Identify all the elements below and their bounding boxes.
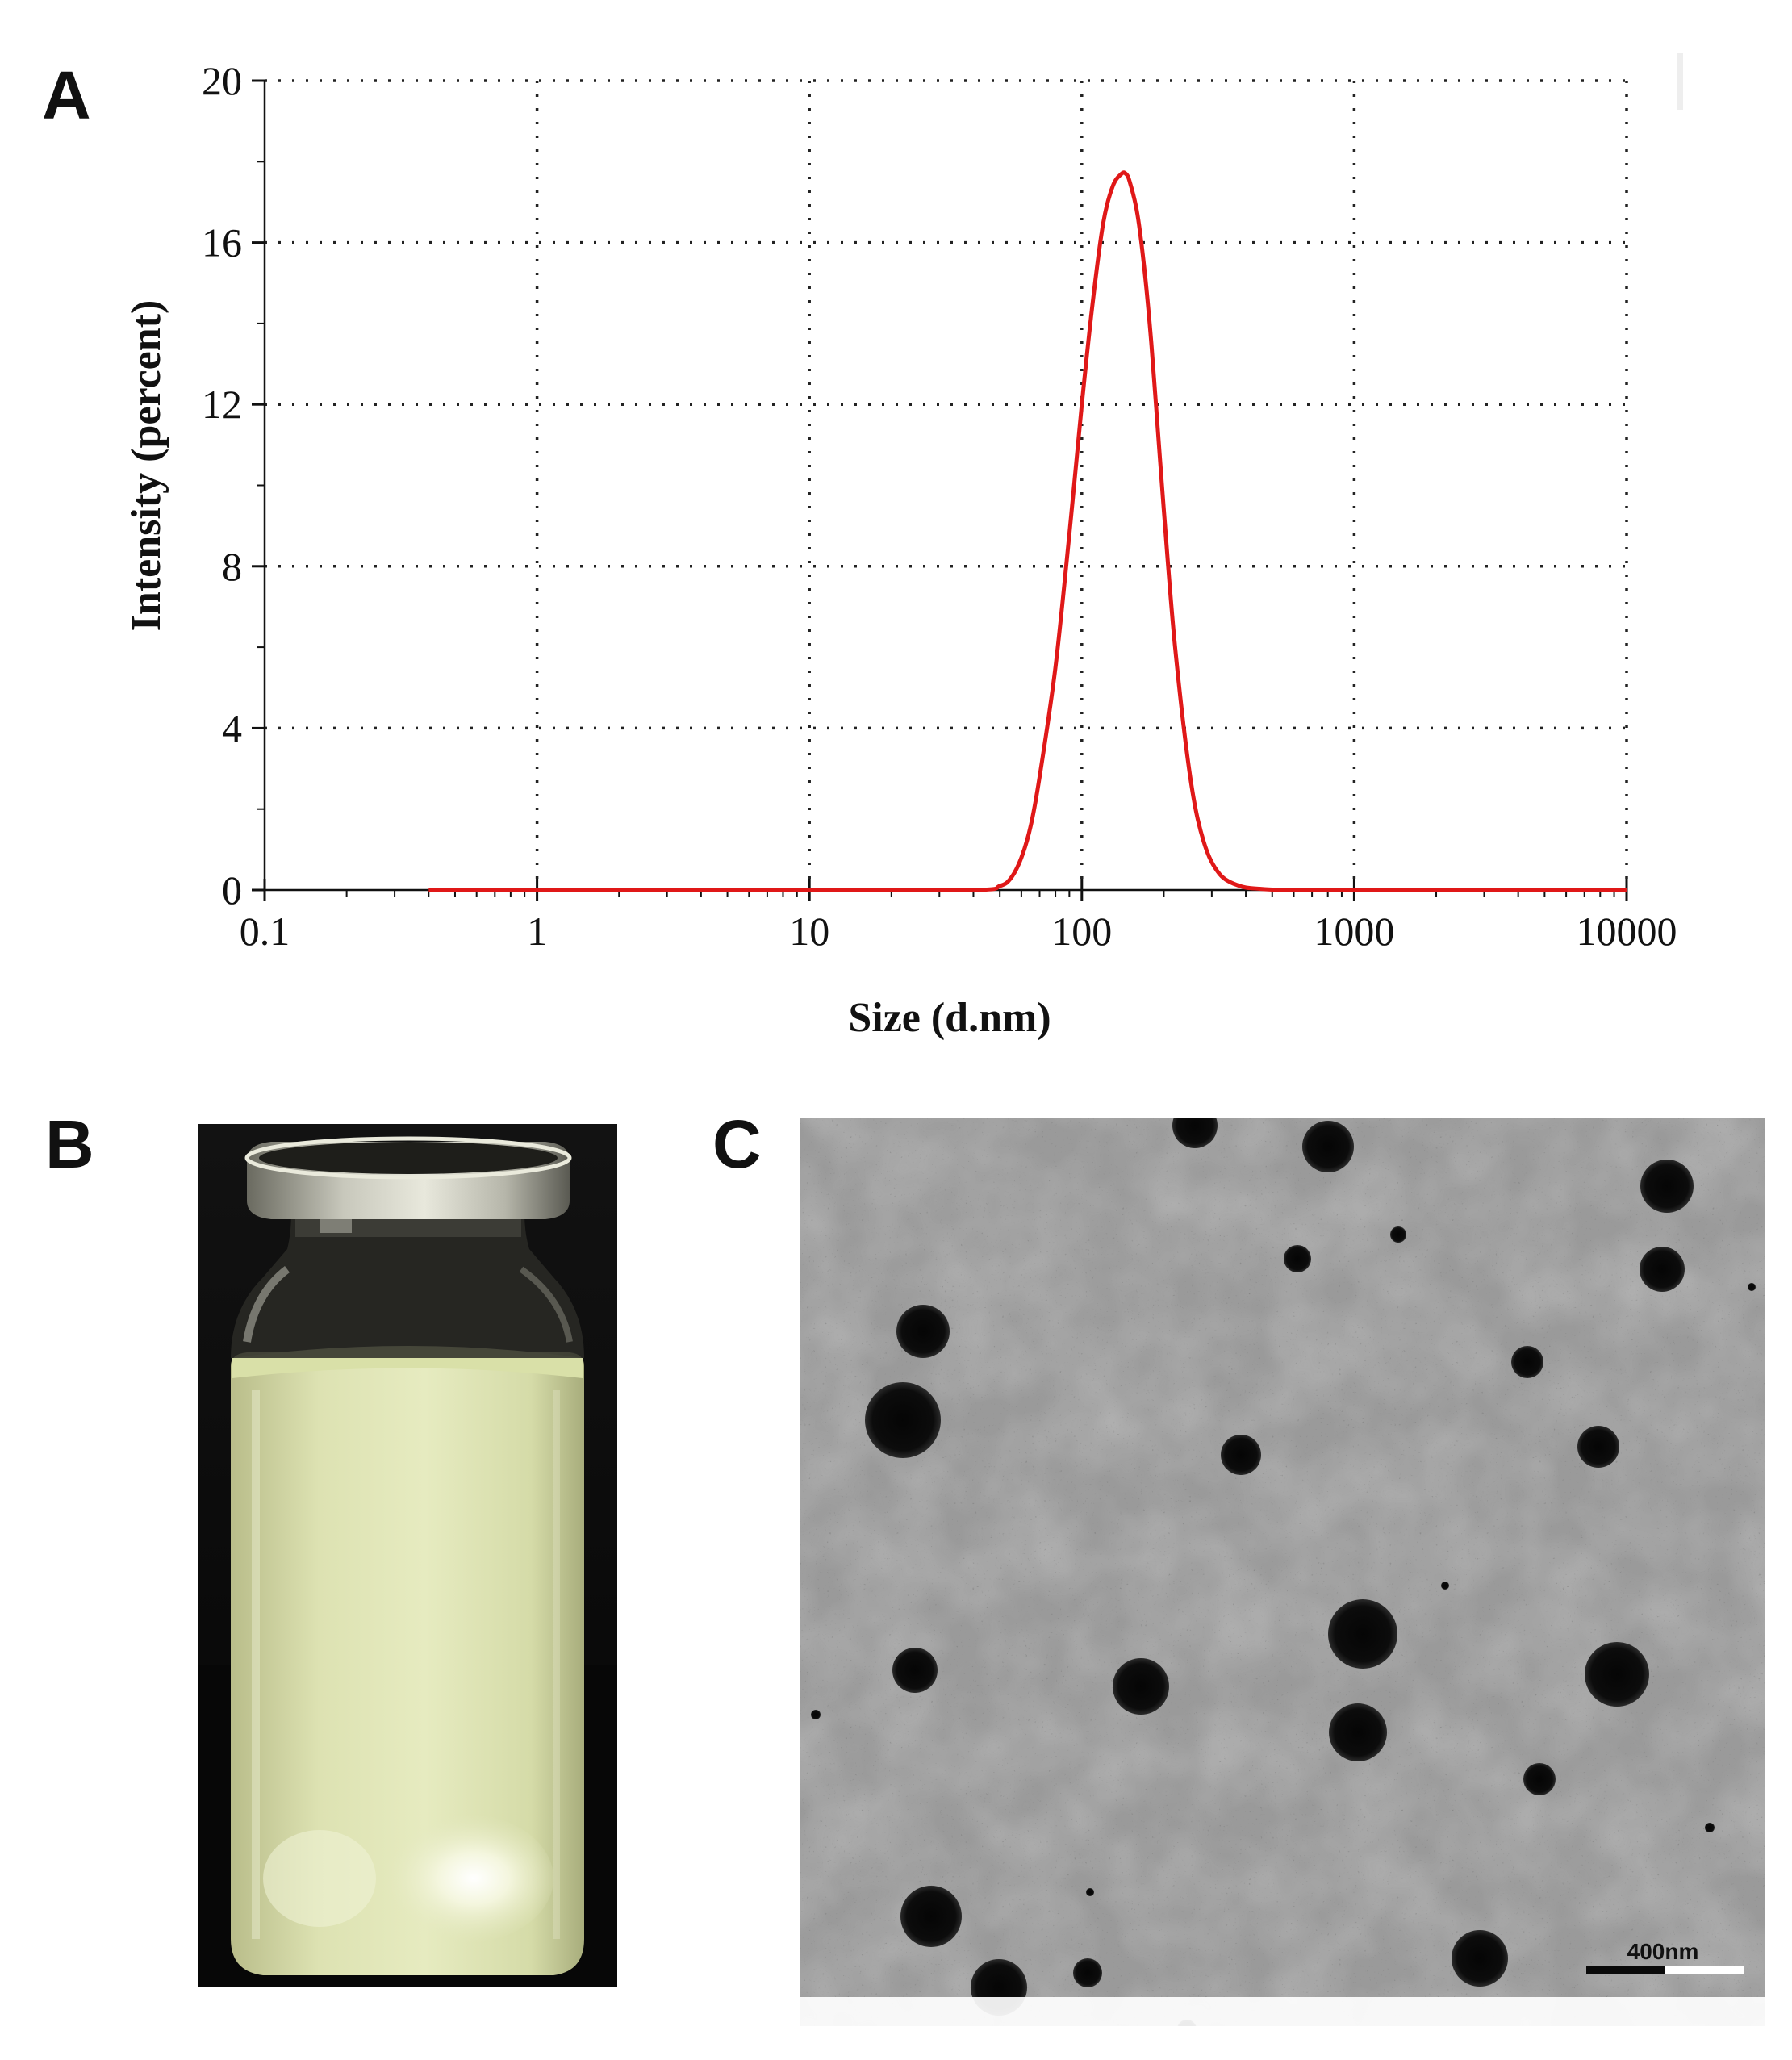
y-tick-label: 20: [202, 58, 242, 103]
panel-label-b: B: [45, 1106, 94, 1182]
particles: [811, 1118, 1756, 2026]
x-axis-title: Size (d.nm): [848, 995, 1051, 1041]
y-tick-label: 8: [222, 544, 242, 589]
ticks: [252, 79, 1628, 901]
series-line: [428, 170, 1627, 892]
axes: [263, 81, 1627, 892]
x-tick-label: 0.1: [240, 909, 290, 954]
grid-lines: [265, 79, 1628, 890]
x-tick-label: 10: [789, 909, 829, 954]
vial-photo: [198, 1124, 617, 1987]
x-tick-label: 10000: [1577, 909, 1677, 954]
tem-micrograph: 400nm: [800, 1118, 1765, 2026]
y-axis-title: Intensity (percent): [123, 300, 169, 632]
tick-labels: 0.1 1 10 100 1000 10000 0 4 8 12 16 20: [202, 58, 1677, 954]
scale-bar: 400nm: [1586, 1939, 1744, 1974]
x-tick-label: 100: [1051, 909, 1112, 954]
panel-label-a: A: [42, 57, 91, 133]
edge-artifact: [1677, 53, 1683, 110]
y-tick-label: 0: [222, 867, 242, 913]
x-tick-label: 1000: [1314, 909, 1394, 954]
x-tick-label: 1: [527, 909, 547, 954]
y-tick-label: 16: [202, 220, 242, 265]
panel-label-c: C: [712, 1106, 762, 1182]
y-tick-label: 4: [222, 705, 242, 750]
scale-bar-label: 400nm: [1627, 1939, 1699, 1964]
y-tick-label: 12: [202, 382, 242, 427]
